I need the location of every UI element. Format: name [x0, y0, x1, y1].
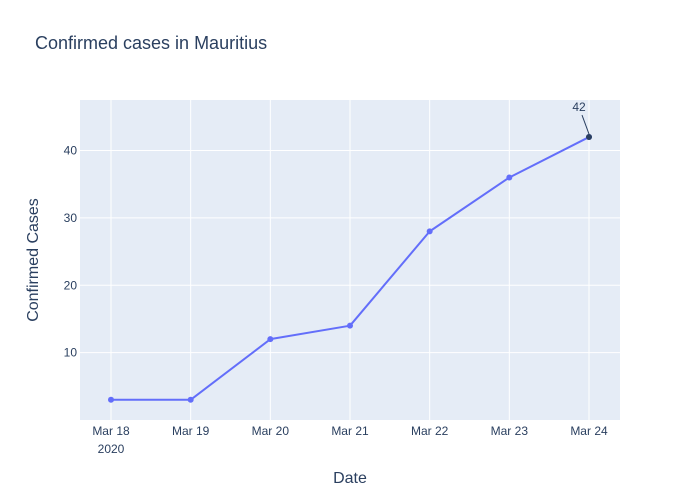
y-tick-labels: 10 20 30 40 — [64, 144, 78, 360]
data-point — [187, 396, 194, 403]
chart-title: Confirmed cases in Mauritius — [35, 33, 268, 53]
x-tick-labels: Mar 18 Mar 19 Mar 20 Mar 21 Mar 22 Mar 23 Mar … — [92, 424, 608, 456]
annotation-arrow — [581, 114, 590, 135]
annotated-point — [586, 134, 592, 141]
series-points — [108, 134, 592, 403]
y-tick-label: 30 — [64, 211, 78, 225]
x-tick-label: Mar 24 — [570, 424, 608, 438]
x-tick-label: Mar 19 — [172, 424, 210, 438]
x-tick-label: Mar 21 — [331, 424, 369, 438]
y-tick-label: 20 — [64, 278, 78, 292]
data-point — [426, 228, 433, 235]
y-gridlines — [80, 150, 620, 354]
x-tick-label: Mar 20 — [252, 424, 290, 438]
data-point — [347, 322, 353, 329]
x-tick-label: Mar 22 — [411, 424, 449, 438]
data-point — [506, 174, 513, 181]
y-tick-label: 40 — [64, 144, 78, 158]
x-gridlines — [110, 100, 590, 420]
y-axis-title: Confirmed Cases — [25, 198, 42, 322]
data-point — [267, 336, 274, 343]
annotation: 42 — [572, 100, 592, 141]
x-tick-sublabel: 2020 — [98, 442, 125, 456]
x-axis-title: Date — [333, 470, 367, 487]
annotation-label: 42 — [572, 100, 586, 114]
x-tick-label: Mar 23 — [491, 424, 529, 438]
data-point — [108, 396, 114, 403]
x-tick-label: Mar 18 — [92, 424, 130, 438]
y-tick-label: 10 — [64, 346, 78, 360]
